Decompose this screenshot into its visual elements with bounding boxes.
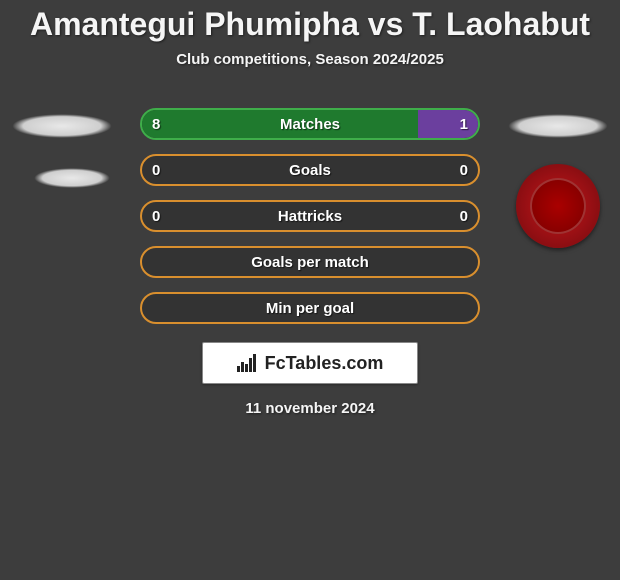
stat-label: Goals per match bbox=[142, 254, 478, 271]
stat-label: Goals bbox=[142, 162, 478, 179]
stat-left-segment: 8 bbox=[142, 110, 418, 138]
stat-label: Min per goal bbox=[142, 300, 478, 317]
bars-icon bbox=[237, 354, 259, 372]
player-left-avatar-placeholder-2 bbox=[34, 168, 110, 188]
stat-row: 81Matches bbox=[140, 108, 480, 140]
stat-label: Hattricks bbox=[142, 208, 478, 225]
stat-right-segment: 1 bbox=[418, 110, 478, 138]
stat-row: Goals per match bbox=[140, 246, 480, 278]
player-left-avatar-placeholder bbox=[12, 114, 112, 138]
branding-text: FcTables.com bbox=[265, 353, 384, 374]
stat-row: Min per goal bbox=[140, 292, 480, 324]
stat-left-value: 0 bbox=[142, 202, 160, 230]
stat-row: 0 0Goals bbox=[140, 154, 480, 186]
stat-row: 0 0Hattricks bbox=[140, 200, 480, 232]
stats-container: 81Matches00Goals00HattricksGoals per mat… bbox=[0, 108, 620, 324]
club-crest-icon bbox=[516, 164, 600, 248]
page-title: Amantegui Phumipha vs T. Laohabut bbox=[0, 0, 620, 43]
stat-right-value: 0 bbox=[460, 156, 478, 184]
player-right-avatar-placeholder bbox=[508, 114, 608, 138]
date-label: 11 november 2024 bbox=[0, 400, 620, 417]
stat-right-value: 0 bbox=[460, 202, 478, 230]
subtitle: Club competitions, Season 2024/2025 bbox=[0, 51, 620, 68]
stat-left-value: 0 bbox=[142, 156, 160, 184]
branding-badge: FcTables.com bbox=[202, 342, 418, 384]
